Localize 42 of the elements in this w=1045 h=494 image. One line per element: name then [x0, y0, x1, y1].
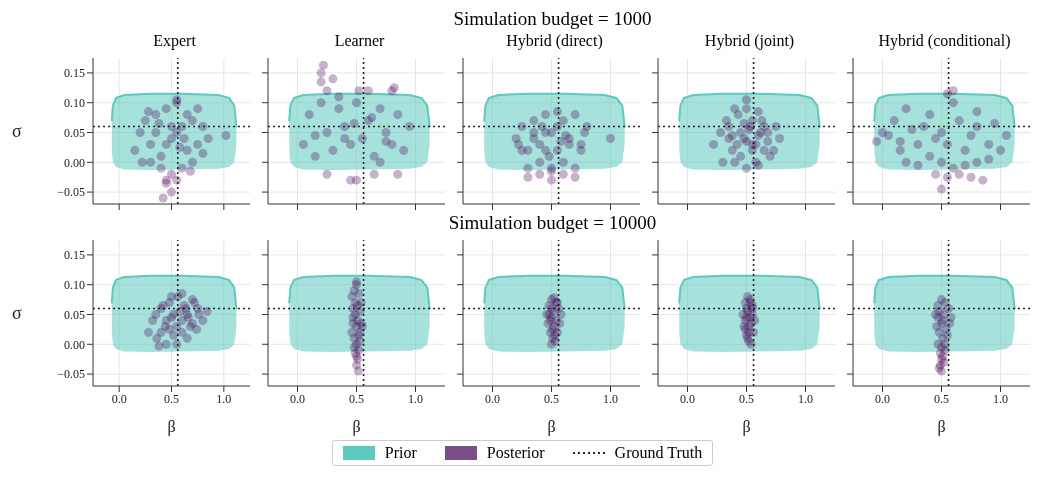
- y-tick-label: 0.00: [64, 155, 85, 170]
- y-tick-label: 0.05: [64, 125, 85, 140]
- y-tick-label: −0.05: [57, 367, 85, 382]
- x-axis-title: β: [742, 418, 751, 436]
- y-tick-label: 0.15: [64, 248, 85, 263]
- x-tick-label: 1.0: [603, 391, 618, 406]
- x-tick-label: 1.0: [993, 391, 1008, 406]
- x-tick-label: 0.0: [485, 391, 500, 406]
- text: Simulation budget = 10000: [447, 212, 658, 235]
- x-tick-label: 0.5: [739, 391, 754, 406]
- x-tick-label: 1.0: [408, 391, 423, 406]
- y-tick-label: 0.15: [64, 66, 85, 81]
- chart-title: Hybrid (conditional): [877, 32, 1012, 52]
- x-tick-label: 1.0: [216, 391, 232, 406]
- x-tick-label: 0.0: [875, 391, 890, 406]
- x-tick-label: 0.0: [290, 391, 305, 406]
- y-tick-label: −0.05: [57, 185, 85, 200]
- text: Simulation budget = 1000: [452, 8, 653, 31]
- x-axis-title: β: [167, 418, 176, 436]
- legend-label: Ground Truth: [614, 444, 703, 462]
- chart-title: Hybrid (direct): [505, 32, 604, 52]
- x-tick-label: 0.5: [544, 391, 559, 406]
- x-axis-title: β: [937, 418, 946, 436]
- x-tick-label: 0.5: [934, 391, 949, 406]
- chart-title: Learner: [333, 32, 386, 51]
- x-tick-label: 0.5: [349, 391, 364, 406]
- y-axis-title: σ: [12, 303, 22, 324]
- x-tick-label: 0.0: [111, 391, 127, 406]
- y-tick-label: 0.10: [64, 95, 85, 110]
- x-tick-label: 0.5: [164, 391, 179, 406]
- legend-label: Posterior: [486, 444, 545, 462]
- y-tick-label: 0.10: [64, 277, 85, 292]
- x-axis-title: β: [547, 418, 556, 436]
- x-tick-label: 0.0: [680, 391, 695, 406]
- y-tick-label: 0.00: [64, 337, 85, 352]
- legend-label: Prior: [384, 444, 417, 462]
- y-axis-title: σ: [12, 121, 22, 142]
- chart-title: Expert: [152, 32, 197, 52]
- x-axis-title: β: [352, 418, 361, 436]
- chart-title: Hybrid (joint): [703, 32, 796, 52]
- y-tick-label: 0.05: [64, 307, 85, 322]
- x-tick-label: 1.0: [798, 391, 813, 406]
